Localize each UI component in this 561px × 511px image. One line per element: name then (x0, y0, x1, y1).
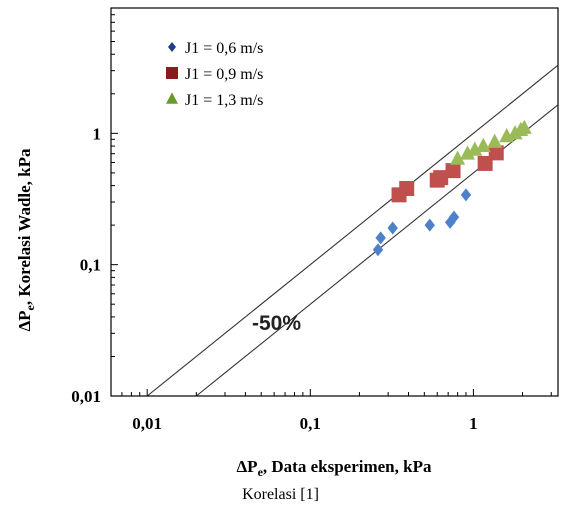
diamond-data-point (387, 221, 398, 235)
x-axis-title: ΔPe, Data eksperimen, kPa (237, 457, 432, 479)
figure-caption: Korelasi [1] (242, 486, 319, 503)
y-tick-label: 0,1 (80, 256, 101, 275)
diamond-data-point (375, 231, 386, 245)
legend-label: J1 = 0,9 m/s (185, 66, 263, 83)
x-tick-label: 0,1 (300, 414, 321, 433)
x-axis-ticks: 0,01 0,1 1 (110, 389, 552, 433)
triangle-data-point (460, 145, 476, 160)
percent-annotation: -50% (252, 312, 301, 335)
x-tick-label: 0,01 (132, 414, 162, 433)
square-data-point (399, 181, 415, 197)
triangle-data-point (487, 133, 503, 148)
diamond-data-point (424, 218, 435, 232)
x-tick-label: 1 (469, 414, 478, 433)
y-tick-label: 1 (93, 124, 102, 143)
plot-area-frame (110, 7, 559, 397)
diamond-data-point (460, 188, 472, 202)
legend-square-marker (166, 67, 178, 79)
diamond-data-point (448, 210, 460, 224)
data-points (372, 119, 532, 257)
legend: J1 = 0,6 m/s J1 = 0,9 m/s J1 = 1,3 m/s (166, 40, 263, 109)
parity-line (146, 64, 559, 397)
legend-label: J1 = 0,6 m/s (185, 40, 263, 57)
y-tick-label: 0,01 (71, 387, 101, 406)
y-axis-ticks: 0,01 0,1 1 (71, 7, 118, 406)
reference-lines (146, 64, 559, 397)
legend-label: J1 = 1,3 m/s (185, 92, 263, 109)
triangle-data-point (475, 137, 491, 153)
y-axis-title: ΔPe, Korelasi Wadle, kPa (15, 148, 37, 332)
square-data-point (433, 170, 449, 186)
triangle-data-point (467, 141, 483, 156)
triangle-data-point (450, 150, 466, 165)
square-data-point (488, 145, 504, 161)
legend-triangle-marker (166, 92, 178, 104)
square-data-point (445, 163, 461, 179)
diamond-data-point (372, 243, 384, 257)
legend-diamond-marker (168, 42, 176, 52)
triangle-data-point (516, 119, 532, 134)
